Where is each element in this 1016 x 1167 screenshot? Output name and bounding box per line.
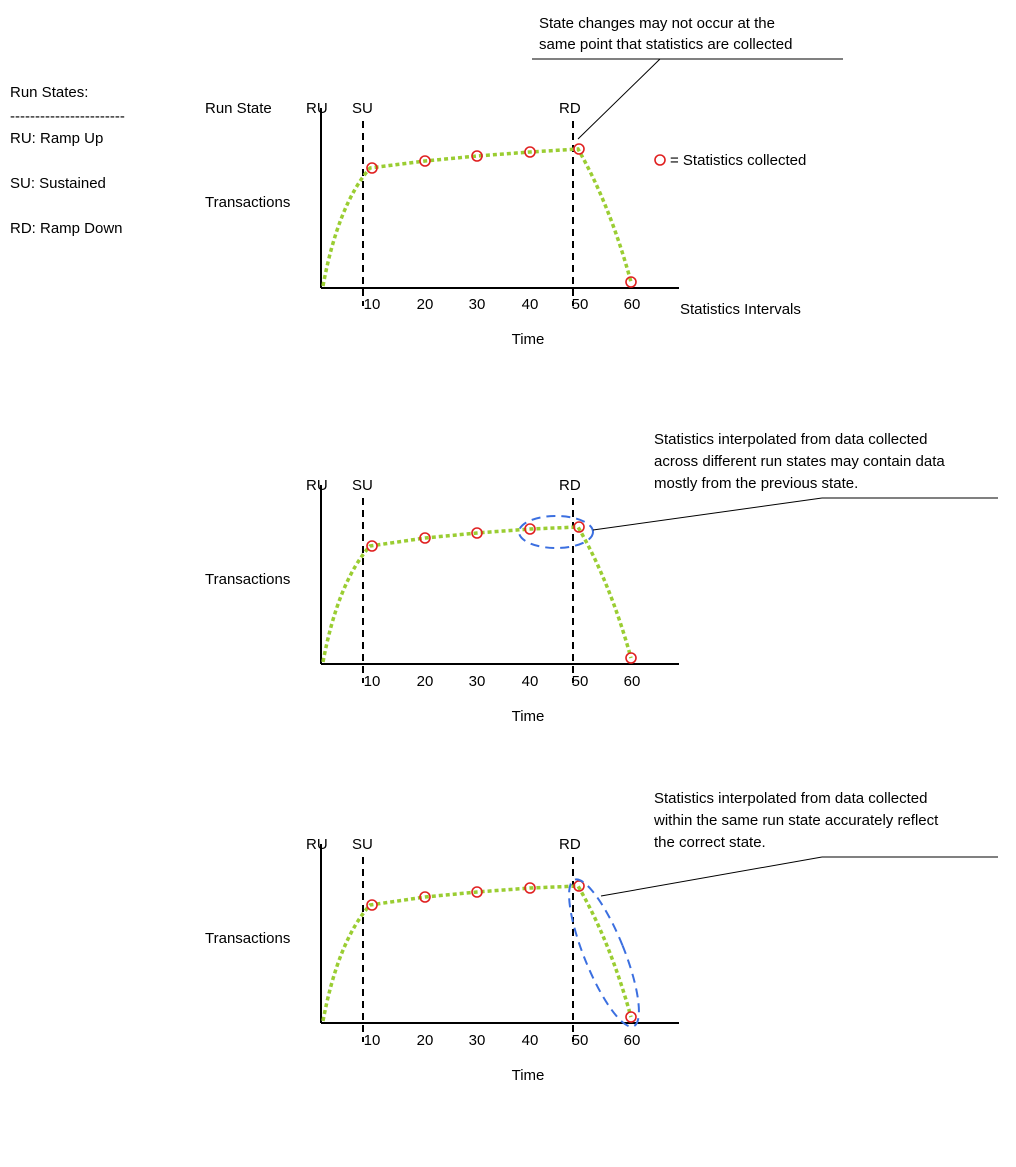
note-line-1: State changes may not occur at the: [539, 15, 775, 32]
stats-marker: [625, 276, 637, 288]
note-line-1: Statistics interpolated from data collec…: [654, 431, 927, 448]
panel-3: Transactions RU SU RD 10 20 30 40 50 60 …: [205, 790, 998, 1084]
stats-marker: [471, 527, 483, 539]
legend-divider: -----------------------: [10, 108, 125, 125]
highlight-within-state: [568, 878, 640, 1028]
note-line-1: Statistics interpolated from data collec…: [654, 790, 927, 807]
state-label-ru: RU: [306, 477, 328, 494]
transactions-label: Transactions: [205, 194, 290, 211]
state-label-su: SU: [352, 100, 373, 117]
tick-label-50: 50: [572, 1032, 589, 1049]
state-label-ru: RU: [306, 100, 328, 117]
note-pointer: [592, 497, 823, 531]
state-label-su: SU: [352, 836, 373, 853]
legend-title: Run States:: [10, 84, 88, 101]
tick-label-10: 10: [364, 673, 381, 690]
stats-marker: [419, 155, 431, 167]
panel-2: Transactions RU SU RD 10 20 30 40 50 60 …: [205, 431, 998, 725]
note-pointer: [577, 58, 661, 140]
transactions-label: Transactions: [205, 930, 290, 947]
state-label-su: SU: [352, 477, 373, 494]
tick-label-10: 10: [364, 1032, 381, 1049]
stats-marker: [366, 540, 378, 552]
transactions-label: Transactions: [205, 571, 290, 588]
tick-label-60: 60: [624, 296, 641, 313]
tick-label-20: 20: [417, 1032, 434, 1049]
stats-key-label: = Statistics collected: [670, 152, 806, 169]
transactions-curve: [321, 884, 633, 1022]
stats-marker: [366, 899, 378, 911]
legend-item-ru: RU: Ramp Up: [10, 130, 103, 147]
stats-marker: [524, 882, 536, 894]
state-label-rd: RD: [559, 100, 581, 117]
tick-label-40: 40: [522, 1032, 539, 1049]
time-axis-label: Time: [512, 708, 545, 725]
panel-1: Run State Transactions RU SU RD 10 20 30…: [205, 15, 843, 348]
tick-label-30: 30: [469, 1032, 486, 1049]
tick-label-60: 60: [624, 673, 641, 690]
stats-marker: [471, 886, 483, 898]
tick-label-50: 50: [572, 673, 589, 690]
tick-label-30: 30: [469, 673, 486, 690]
stats-marker: [573, 521, 585, 533]
note-line-2: within the same run state accurately ref…: [653, 812, 939, 829]
tick-label-30: 30: [469, 296, 486, 313]
note-line-3: the correct state.: [654, 834, 766, 851]
stats-marker: [471, 150, 483, 162]
stats-marker: [573, 880, 585, 892]
note-line-2: same point that statistics are collected: [539, 36, 792, 53]
legend-item-rd: RD: Ramp Down: [10, 220, 123, 237]
tick-label-20: 20: [417, 296, 434, 313]
stats-marker: [573, 143, 585, 155]
run-state-label: Run State: [205, 100, 272, 117]
note-pointer: [600, 856, 823, 897]
legend-item-su: SU: Sustained: [10, 175, 106, 192]
tick-label-20: 20: [417, 673, 434, 690]
state-label-rd: RD: [559, 477, 581, 494]
stats-marker: [366, 162, 378, 174]
stats-marker: [419, 891, 431, 903]
stats-key-marker: [654, 154, 666, 166]
stats-marker: [524, 523, 536, 535]
state-label-rd: RD: [559, 836, 581, 853]
stats-marker: [625, 652, 637, 664]
stats-marker: [524, 146, 536, 158]
tick-label-10: 10: [364, 296, 381, 313]
highlight-across-states: [518, 515, 594, 549]
run-states-legend: Run States: ----------------------- RU: …: [10, 84, 125, 237]
stats-marker: [625, 1011, 637, 1023]
time-axis-label: Time: [512, 331, 545, 348]
tick-label-40: 40: [522, 673, 539, 690]
stats-marker: [419, 532, 431, 544]
note-line-3: mostly from the previous state.: [654, 475, 858, 492]
transactions-curve: [321, 525, 633, 663]
tick-label-40: 40: [522, 296, 539, 313]
tick-label-60: 60: [624, 1032, 641, 1049]
note-line-2: across different run states may contain …: [654, 453, 945, 470]
transactions-curve: [321, 147, 633, 287]
statistics-intervals-label: Statistics Intervals: [680, 301, 801, 318]
tick-label-50: 50: [572, 296, 589, 313]
state-label-ru: RU: [306, 836, 328, 853]
time-axis-label: Time: [512, 1067, 545, 1084]
